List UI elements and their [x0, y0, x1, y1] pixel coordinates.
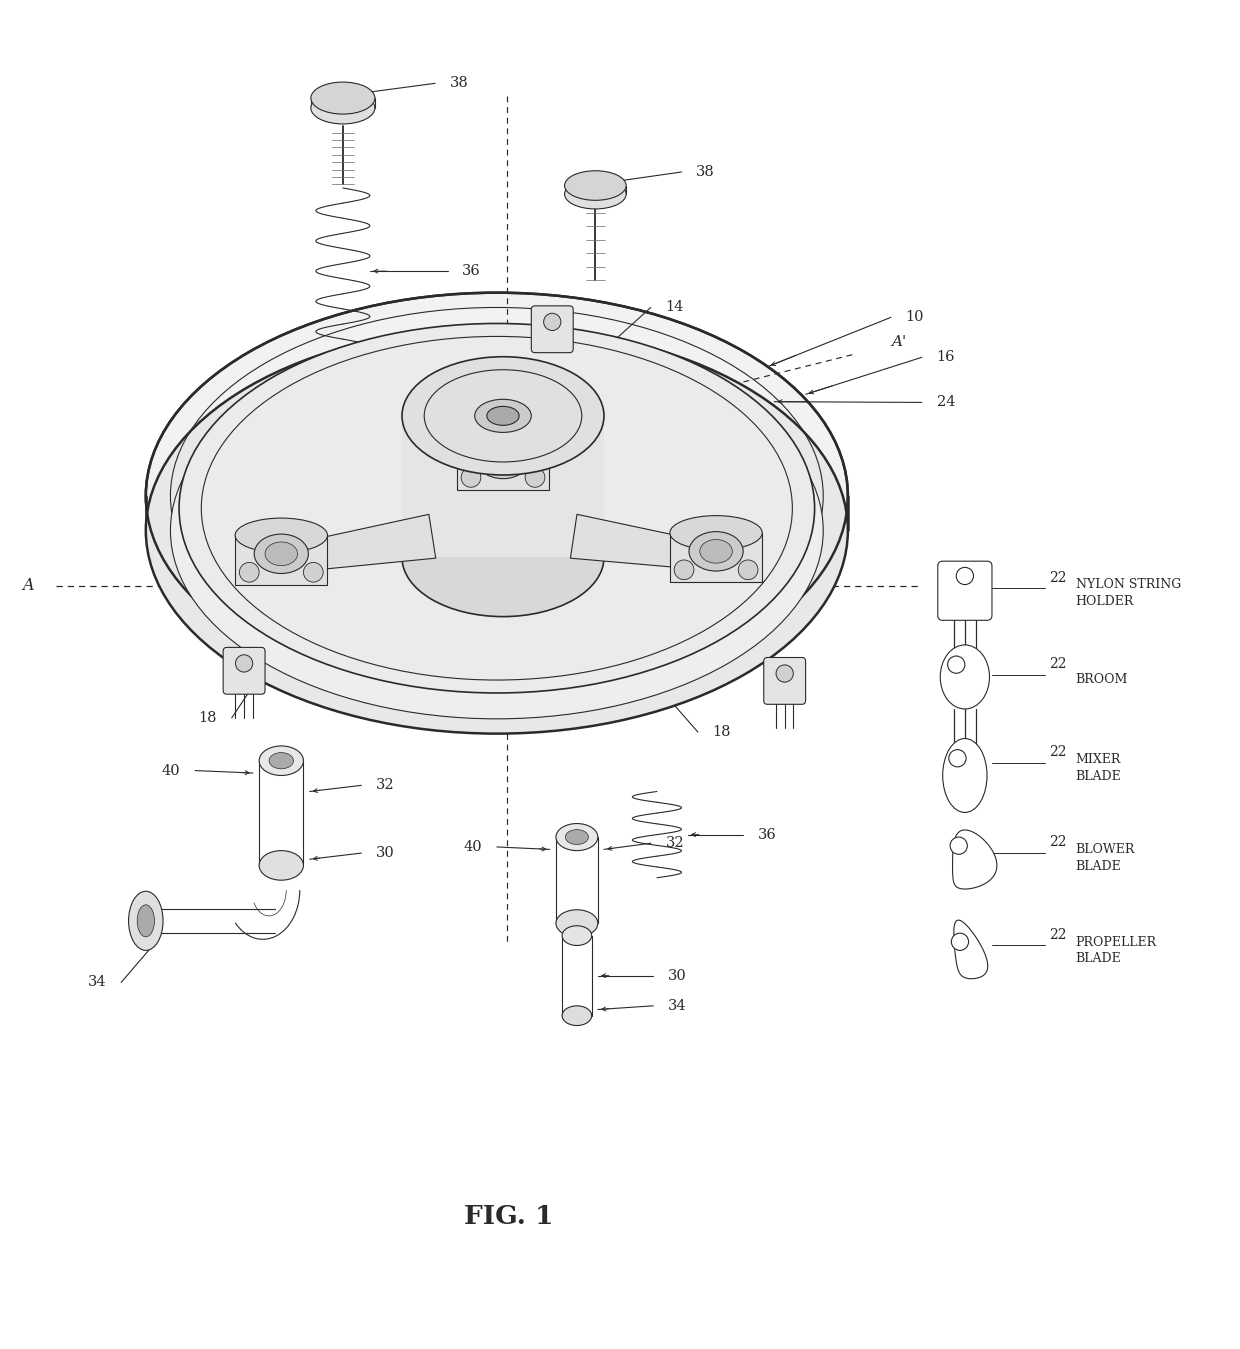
Text: 26: 26: [585, 711, 604, 724]
Circle shape: [675, 560, 694, 580]
FancyBboxPatch shape: [531, 306, 573, 352]
Text: 24: 24: [936, 395, 955, 410]
Ellipse shape: [146, 328, 848, 734]
Text: 34: 34: [668, 998, 687, 1013]
Circle shape: [236, 654, 253, 672]
Circle shape: [951, 934, 968, 951]
FancyBboxPatch shape: [223, 648, 265, 695]
Ellipse shape: [564, 171, 626, 200]
Ellipse shape: [487, 447, 520, 471]
Ellipse shape: [689, 532, 743, 571]
Ellipse shape: [402, 498, 604, 616]
Ellipse shape: [699, 540, 733, 563]
Text: NYLON STRING
HOLDER: NYLON STRING HOLDER: [1076, 579, 1180, 608]
Text: 36: 36: [758, 828, 776, 842]
Ellipse shape: [562, 1006, 591, 1025]
Text: 46: 46: [198, 479, 217, 492]
Ellipse shape: [138, 905, 155, 936]
Ellipse shape: [556, 909, 598, 936]
Ellipse shape: [179, 324, 815, 693]
Circle shape: [776, 665, 794, 683]
Text: A': A': [892, 335, 906, 349]
Circle shape: [949, 750, 966, 766]
Ellipse shape: [475, 399, 531, 433]
Text: 22: 22: [1049, 928, 1066, 942]
Ellipse shape: [259, 851, 304, 880]
Text: 30: 30: [668, 969, 687, 982]
Ellipse shape: [402, 356, 604, 475]
Ellipse shape: [265, 542, 298, 565]
Text: A: A: [22, 577, 33, 595]
Ellipse shape: [556, 823, 598, 851]
Text: BROOM: BROOM: [1076, 673, 1128, 685]
Ellipse shape: [311, 82, 374, 115]
Text: 10: 10: [905, 310, 924, 324]
Ellipse shape: [670, 515, 763, 550]
Circle shape: [947, 656, 965, 673]
Polygon shape: [570, 514, 718, 571]
Text: 22: 22: [1049, 746, 1066, 759]
Text: 36: 36: [463, 264, 481, 278]
Ellipse shape: [236, 518, 327, 553]
Circle shape: [461, 468, 481, 487]
Ellipse shape: [170, 341, 823, 719]
Circle shape: [950, 838, 967, 854]
Ellipse shape: [562, 925, 591, 946]
Ellipse shape: [259, 746, 304, 776]
Ellipse shape: [565, 830, 589, 844]
Text: 30: 30: [376, 846, 394, 861]
Text: 32: 32: [376, 778, 394, 792]
Text: PROPELLER
BLADE: PROPELLER BLADE: [1076, 936, 1157, 965]
Polygon shape: [670, 533, 763, 583]
Ellipse shape: [129, 892, 162, 951]
Ellipse shape: [456, 424, 549, 457]
FancyBboxPatch shape: [937, 561, 992, 621]
Text: 34: 34: [88, 975, 107, 989]
Circle shape: [956, 568, 973, 584]
Text: 18: 18: [713, 724, 732, 739]
Text: 22: 22: [1049, 835, 1066, 850]
Text: 38: 38: [697, 165, 715, 179]
Ellipse shape: [269, 753, 294, 769]
Text: 32: 32: [666, 836, 684, 850]
Circle shape: [543, 313, 560, 331]
Text: BLOWER
BLADE: BLOWER BLADE: [1076, 843, 1135, 873]
Ellipse shape: [476, 440, 529, 479]
Text: 22: 22: [1049, 571, 1066, 584]
Text: MIXER
BLADE: MIXER BLADE: [1076, 753, 1121, 782]
Ellipse shape: [942, 738, 987, 812]
Ellipse shape: [564, 179, 626, 209]
Text: 40: 40: [161, 764, 180, 777]
Text: 40: 40: [786, 550, 805, 564]
Text: 16: 16: [936, 351, 955, 364]
Polygon shape: [952, 830, 997, 889]
Text: 12: 12: [591, 335, 610, 349]
Circle shape: [738, 560, 758, 580]
Ellipse shape: [940, 645, 990, 710]
Polygon shape: [481, 465, 526, 487]
Text: 46: 46: [780, 479, 799, 492]
Circle shape: [304, 563, 324, 583]
Circle shape: [526, 468, 544, 487]
Text: 22: 22: [1049, 657, 1066, 670]
Polygon shape: [236, 536, 327, 584]
Text: 18: 18: [198, 711, 217, 724]
Polygon shape: [456, 441, 549, 490]
Text: 14: 14: [666, 301, 684, 314]
Ellipse shape: [146, 293, 848, 699]
Text: 38: 38: [450, 77, 469, 90]
Polygon shape: [402, 415, 604, 557]
Text: 40: 40: [161, 558, 180, 573]
Polygon shape: [954, 920, 988, 979]
Ellipse shape: [254, 534, 309, 573]
Text: FIG. 1: FIG. 1: [465, 1203, 554, 1229]
FancyBboxPatch shape: [764, 657, 806, 704]
Ellipse shape: [311, 92, 374, 124]
Circle shape: [239, 563, 259, 583]
Ellipse shape: [487, 406, 520, 425]
Text: 40: 40: [464, 840, 482, 854]
Polygon shape: [279, 514, 435, 573]
